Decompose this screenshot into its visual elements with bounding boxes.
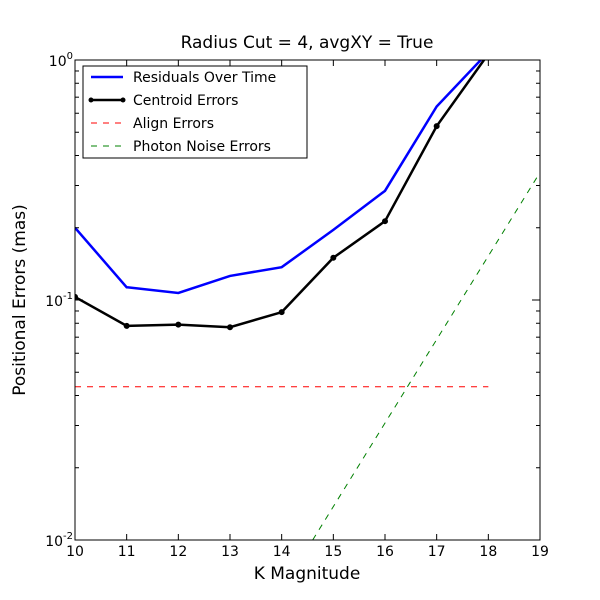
x-axis-label: K Magnitude: [254, 564, 361, 584]
x-tick-label: 16: [376, 544, 394, 560]
x-tick-label: 10: [66, 544, 84, 560]
series-2-point: [123, 322, 130, 329]
series-2-point: [175, 321, 182, 328]
x-tick-label: 17: [428, 544, 446, 560]
x-tick-label: 13: [221, 544, 239, 560]
y-axis-label: Positional Errors (mas): [10, 204, 30, 396]
series-line-4: [312, 172, 540, 540]
legend-entry-4: Photon Noise Errors: [133, 139, 271, 155]
series-2-point: [486, 51, 491, 56]
chart-title: Radius Cut = 4, avgXY = True: [181, 33, 434, 53]
series-2-point: [330, 254, 337, 261]
x-tick-label: 14: [273, 544, 291, 560]
legend-box: [82, 65, 308, 159]
series-2-point: [382, 218, 388, 225]
legend-marker: [88, 97, 94, 103]
x-tick-label: 12: [169, 544, 187, 560]
series-2-point: [75, 293, 78, 300]
series-2-point: [227, 324, 233, 331]
y-tick-label: 10-2: [45, 531, 73, 550]
series-2-point: [278, 309, 285, 316]
y-tick-label: 10-1: [45, 291, 73, 310]
legend-entry-3: Align Errors: [133, 116, 214, 132]
series-line-1: [75, 60, 483, 295]
legend-entry-1: Residuals Over Time: [133, 70, 276, 86]
x-tick-label: 11: [118, 544, 136, 560]
x-tick-label: 15: [324, 544, 342, 560]
series-2-point: [433, 123, 440, 130]
plot-area: [75, 51, 540, 540]
x-tick-label: 19: [531, 544, 549, 560]
x-tick-label: 18: [479, 544, 497, 560]
legend-entry-2: Centroid Errors: [133, 93, 238, 109]
legend-marker: [120, 97, 126, 103]
y-tick-label: 100: [49, 51, 73, 70]
